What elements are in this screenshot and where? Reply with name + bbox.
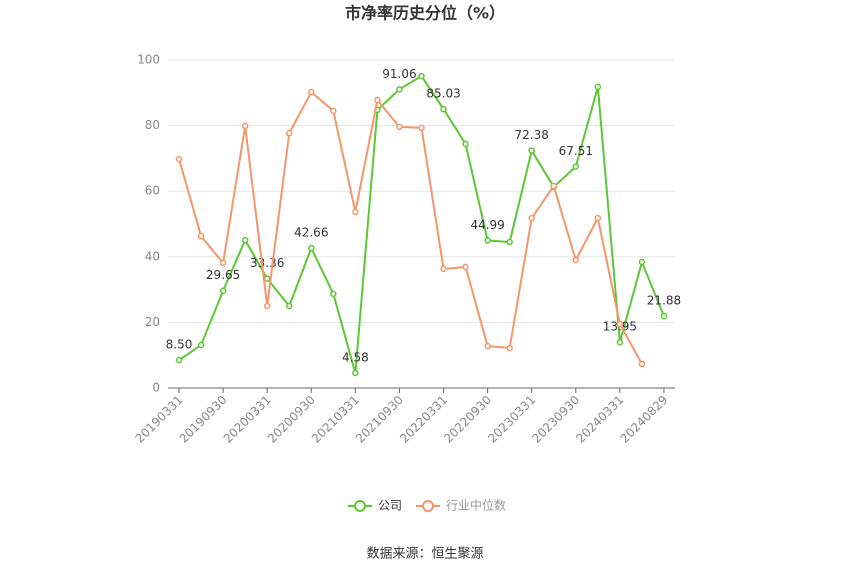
y-tick-label: 80: [145, 118, 160, 132]
legend-label: 公司: [378, 499, 402, 513]
point: [572, 163, 580, 170]
point: [396, 86, 403, 93]
point: [616, 320, 624, 328]
legend-marker: [422, 500, 435, 512]
point: [352, 208, 359, 216]
data-label: 21.88: [647, 294, 681, 308]
point: [638, 360, 646, 368]
point: [308, 244, 315, 252]
point: [506, 238, 513, 246]
point: [396, 123, 403, 131]
y-tick-label: 20: [145, 315, 160, 329]
point: [594, 214, 602, 222]
point: [197, 232, 205, 240]
point: [528, 147, 535, 154]
data-label: 42.66: [294, 226, 328, 240]
point: [330, 107, 337, 115]
line: [178, 90, 643, 365]
point: [285, 302, 293, 310]
data-label: 85.03: [426, 87, 460, 101]
point: [418, 72, 425, 80]
point: [616, 338, 624, 346]
point: [241, 236, 249, 244]
point: [550, 182, 558, 190]
y-tick-label: 40: [145, 249, 160, 263]
point: [263, 275, 271, 282]
point: [308, 88, 315, 96]
data-label: 91.06: [382, 67, 416, 81]
y-tick-label: 100: [137, 53, 160, 67]
point: [330, 290, 337, 298]
data-label: 72.38: [515, 128, 549, 142]
point: [241, 122, 249, 130]
x-tick-label: 20240829: [617, 393, 670, 446]
data-label: 67.51: [559, 144, 593, 158]
point: [263, 302, 271, 310]
point: [462, 140, 469, 148]
y-tick-label: 0: [152, 381, 160, 395]
point: [352, 369, 359, 377]
point: [285, 129, 293, 137]
data-label: 8.50: [166, 338, 193, 352]
point: [528, 214, 535, 222]
point: [418, 124, 425, 132]
point: [462, 263, 469, 271]
point: [440, 265, 447, 273]
point: [197, 341, 205, 349]
y-tick-label: 60: [145, 184, 160, 198]
point: [175, 356, 183, 364]
point: [175, 155, 183, 163]
point: [219, 259, 227, 267]
data-label: 4.58: [342, 350, 369, 364]
line: [178, 74, 665, 374]
point: [374, 96, 381, 104]
legend-label: 行业中位数: [446, 498, 506, 513]
data-label: 44.99: [470, 218, 504, 232]
point: [484, 237, 491, 244]
point: [638, 258, 646, 266]
point: [572, 256, 580, 264]
point: [484, 342, 491, 350]
point: [219, 287, 227, 294]
data-label: 33.36: [250, 256, 284, 270]
point: [594, 83, 602, 91]
legend-marker: [354, 500, 366, 512]
point: [506, 344, 513, 352]
point: [440, 105, 447, 113]
data-label: 29.65: [206, 268, 240, 282]
source: 数据来源：恒生聚源: [366, 547, 483, 562]
chart-title: 市净率历史分位（%）: [345, 4, 505, 23]
point: [660, 312, 668, 320]
